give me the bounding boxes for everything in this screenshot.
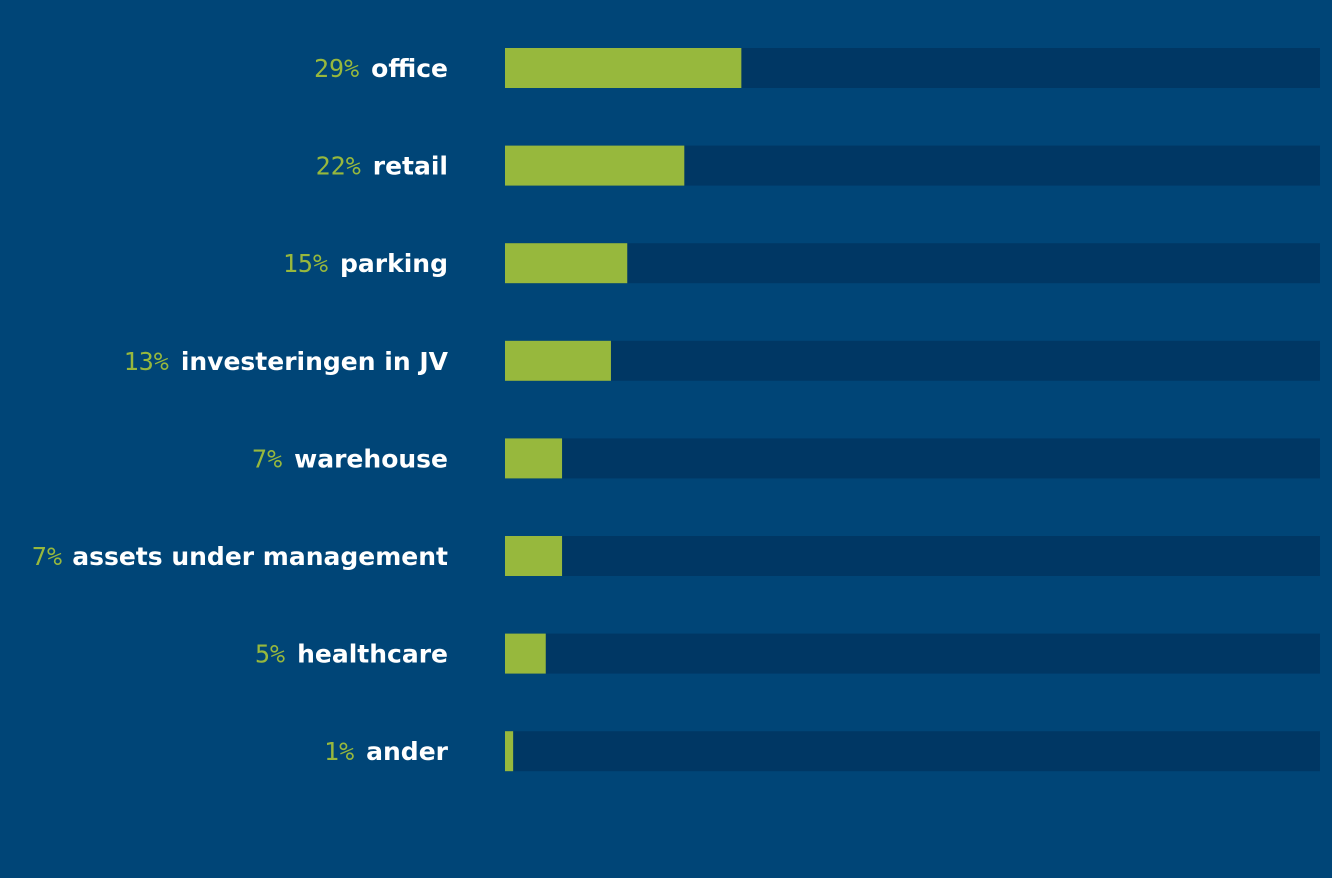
bar-warehouse — [505, 438, 563, 479]
bar-retail — [505, 145, 685, 186]
bar-row-office: office 29% — [314, 48, 1320, 88]
bar-assets-under-management — [505, 536, 563, 576]
bar-investeringen-in-jv — [505, 340, 611, 381]
chart-rows: office 29% retail 22% parking 15% investeringe… — [32, 48, 1320, 772]
bar-track-healthcare — [505, 633, 1320, 674]
bar-parking — [505, 243, 628, 284]
value-label-retail: 22% — [316, 152, 361, 181]
bar-track-warehouse — [505, 438, 1320, 479]
bar-row-assets-under-management: assets under management 7% — [32, 536, 1320, 576]
bar-row-ander: ander 1% — [324, 731, 1320, 772]
bar-row-parking: parking 15% — [283, 243, 1320, 284]
value-label-office: 29% — [314, 54, 359, 83]
bar-office — [505, 48, 742, 88]
bar-row-investeringen-in-jv: investeringen in JV 13% — [124, 340, 1320, 381]
category-label-retail: retail — [373, 152, 448, 181]
bar-row-retail: retail 22% — [316, 145, 1320, 186]
category-label-investeringen-in-jv: investeringen in JV — [181, 347, 449, 376]
category-label-office: office — [371, 54, 448, 83]
value-label-warehouse: 7% — [252, 444, 282, 473]
value-label-investeringen-in-jv: 13% — [124, 347, 169, 376]
category-label-warehouse: warehouse — [294, 444, 448, 473]
value-label-ander: 1% — [324, 737, 354, 766]
bar-track-parking — [505, 243, 1320, 284]
category-label-ander: ander — [366, 737, 449, 766]
category-label-assets-under-management: assets under management — [72, 542, 448, 571]
bar-healthcare — [505, 633, 546, 674]
value-label-healthcare: 5% — [255, 640, 285, 669]
value-label-parking: 15% — [283, 249, 328, 278]
bar-ander — [505, 731, 514, 772]
category-label-parking: parking — [340, 249, 448, 278]
bar-row-healthcare: healthcare 5% — [255, 633, 1320, 674]
value-label-assets-under-management: 7% — [32, 542, 62, 571]
bar-track-ander — [505, 731, 1320, 772]
category-label-healthcare: healthcare — [297, 640, 448, 669]
bar-row-warehouse: warehouse 7% — [252, 438, 1320, 479]
bar-track-investeringen-in-jv — [505, 340, 1320, 381]
bar-track-assets-under-management — [505, 536, 1320, 576]
